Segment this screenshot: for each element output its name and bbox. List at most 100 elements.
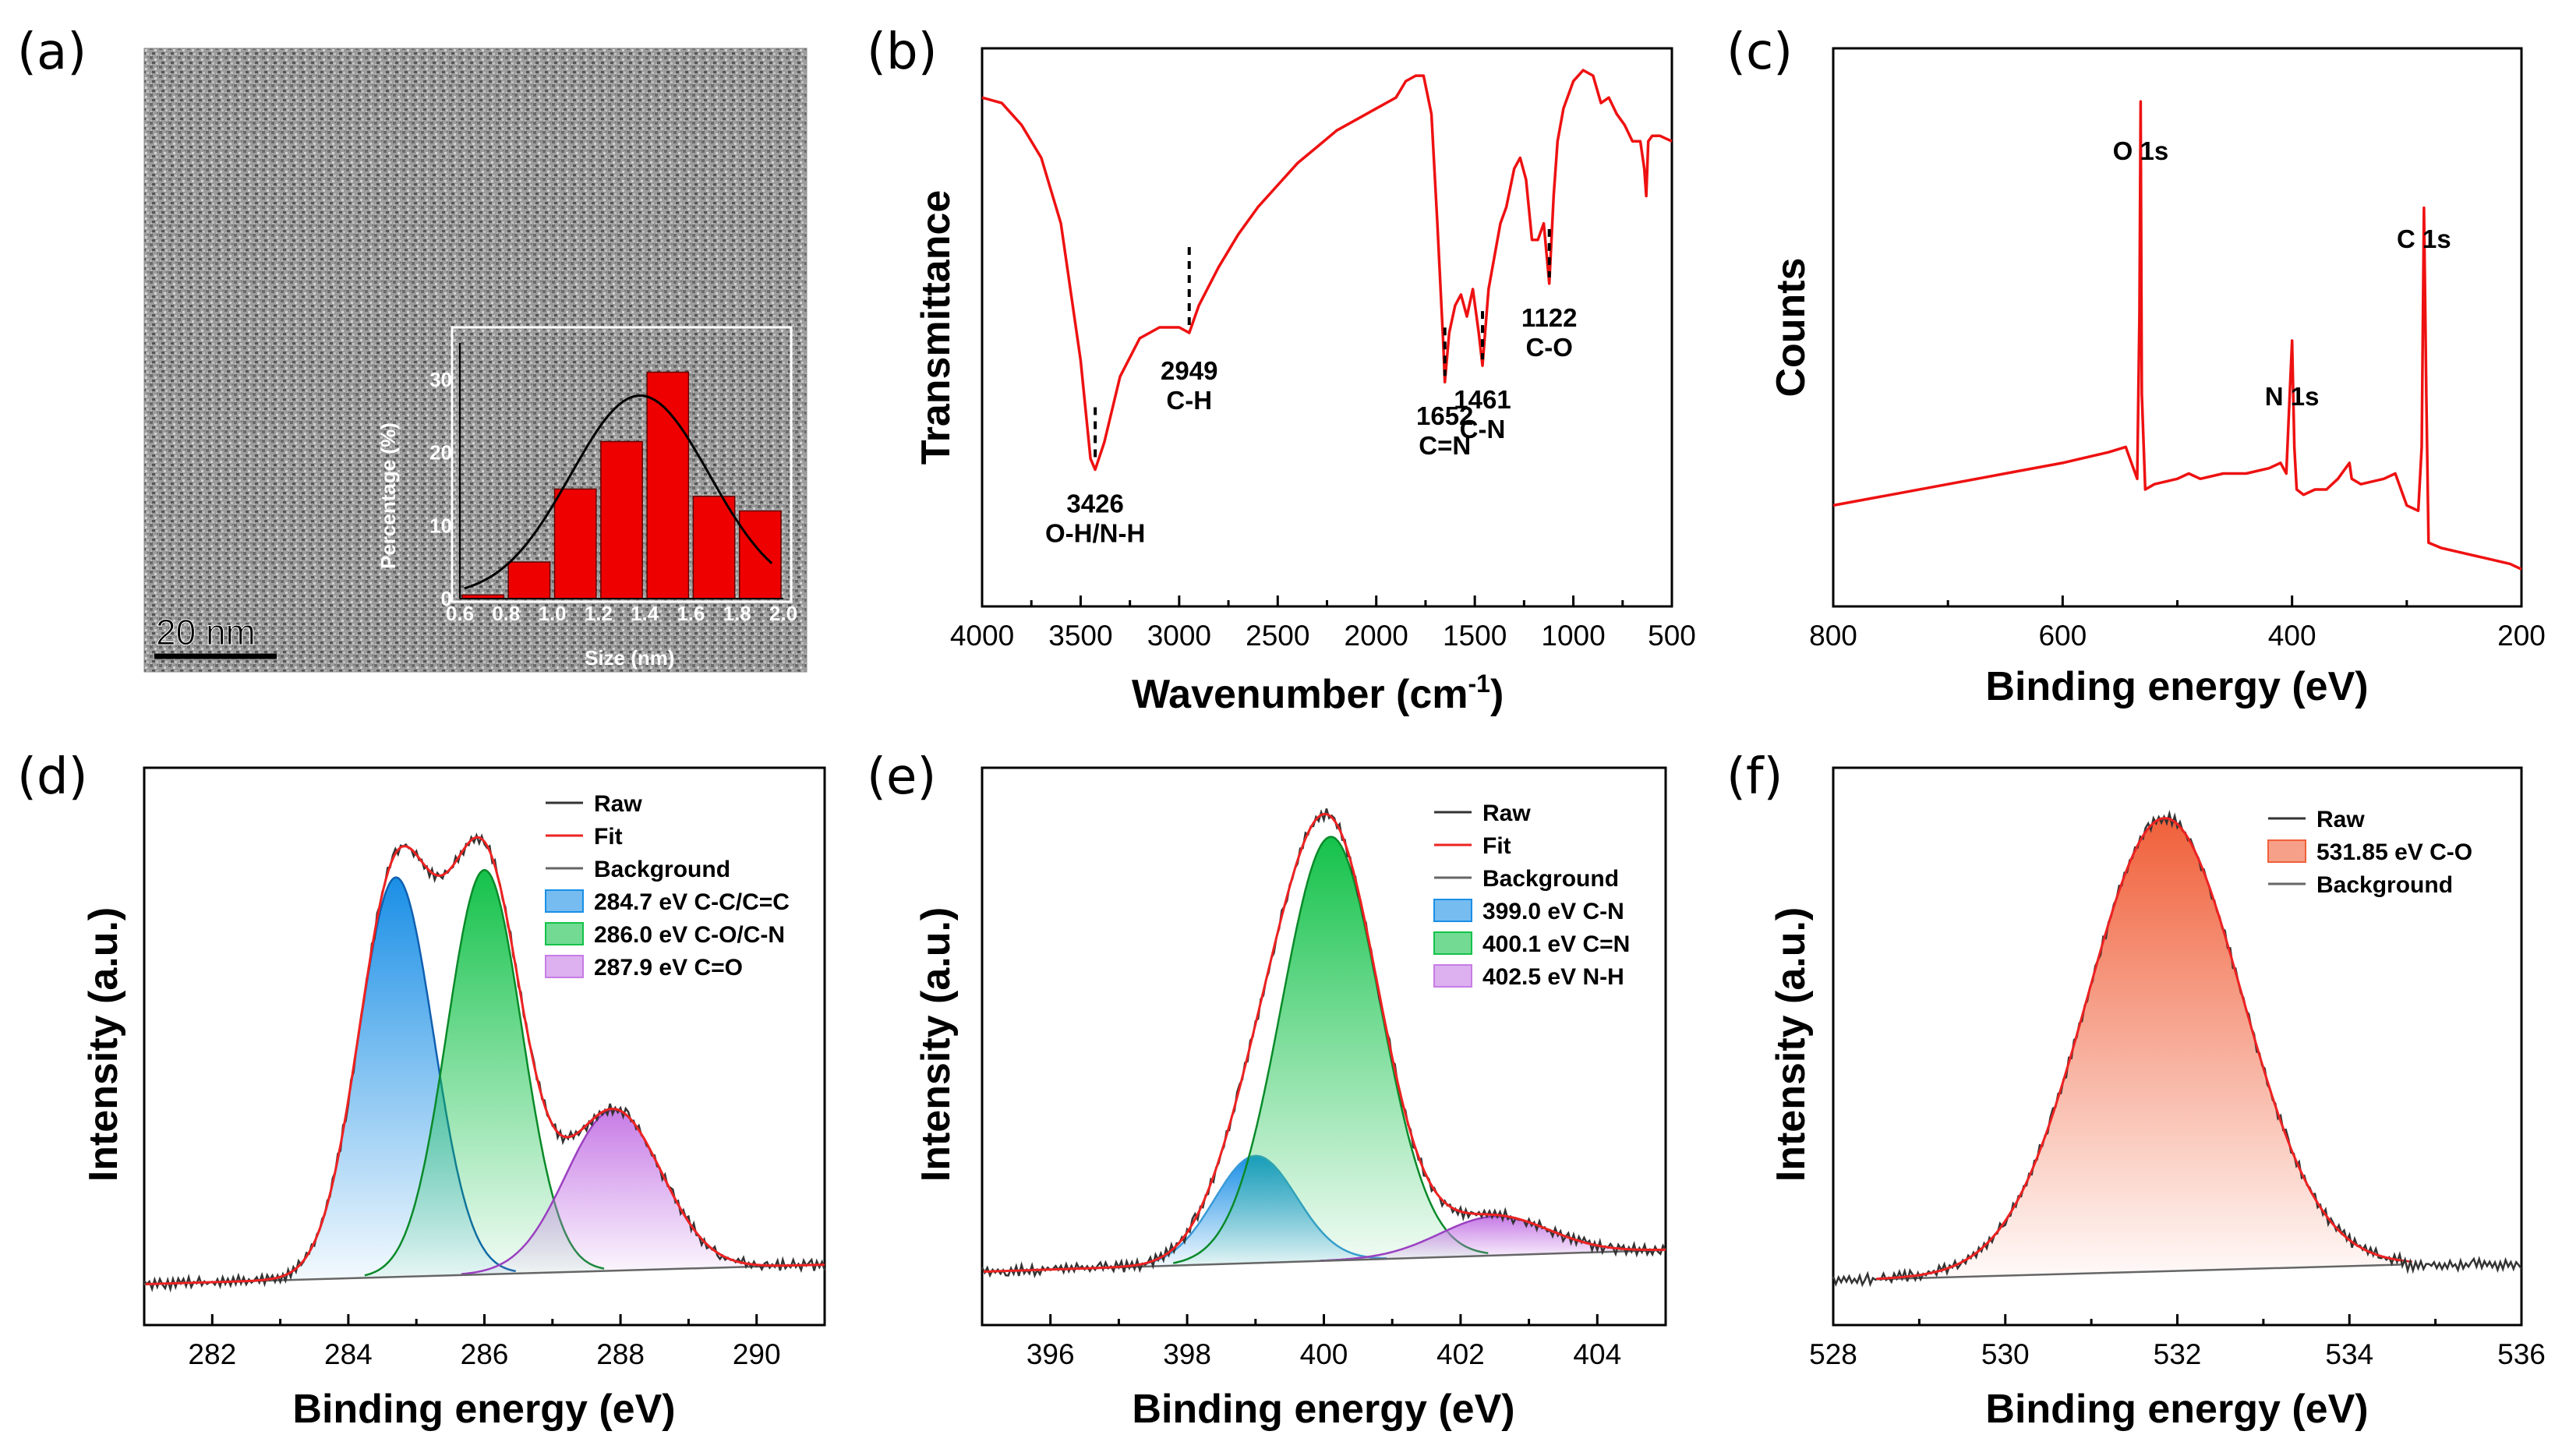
xlabel-d: Binding energy (eV): [292, 1387, 675, 1432]
x-tick-label-f: 528: [1809, 1338, 1857, 1370]
legend-swatch-fill: [545, 955, 584, 978]
raw-line: [1832, 809, 2522, 1288]
legend-label: Fit: [1482, 833, 1511, 859]
legend-swatch-fill: [545, 922, 584, 945]
peak-annotation: C-N: [1460, 415, 1506, 444]
peak-annotation: 1652: [1416, 401, 1473, 430]
inset-histogram: 0.6 0.8 1.0 1.2 1.4 1.6 1.8 2.0 0 10 20 30: [429, 343, 797, 625]
x-tick-label-d: 284: [324, 1338, 373, 1370]
x-tick-label-c: 800: [1809, 620, 1857, 652]
fit-line: [1876, 817, 2401, 1281]
ylabel-e: Intensity (a.u.): [913, 907, 959, 1182]
peak-annotation: 1122: [1521, 303, 1578, 332]
component-fill-1: [364, 870, 605, 1278]
panel-c: (c) 800 600 400 200 Counts Binding energy (…: [1726, 23, 2546, 709]
peak-annotation: C-O: [1525, 333, 1573, 362]
x-tick-label-b: 2000: [1345, 620, 1408, 652]
ylabel-d: Intensity (a.u.): [81, 907, 126, 1182]
legend-label: Raw: [1482, 800, 1531, 826]
plot-frame-c: [1832, 47, 2523, 608]
panel-label-b: (b): [867, 23, 938, 81]
xlabel-e: Binding energy (eV): [1132, 1387, 1514, 1432]
x-tick-label-b: 1000: [1541, 620, 1605, 652]
inset-x-tick-label: 1.0: [538, 602, 566, 625]
x-tick-label-f: 530: [1981, 1338, 2030, 1370]
histogram-bar: [507, 561, 551, 599]
inset-y-tick-label: 0: [441, 587, 452, 610]
ylabel-c: Counts: [1769, 257, 1814, 397]
inset-x-tick-label: 1.4: [631, 602, 659, 625]
background-line: [1876, 1263, 2401, 1281]
histogram-bar: [553, 488, 597, 599]
inset-ylabel: Percentage (%): [376, 422, 400, 569]
panel-a: (a) 20 nm 0.6 0.8 1.0 1.2 1.4 1.6 1.8 2.0 0 10 20 3…: [17, 23, 807, 673]
x-tick-label-f: 532: [2154, 1338, 2202, 1370]
x-tick-label-e: 402: [1436, 1338, 1485, 1370]
fit-line: [145, 836, 825, 1285]
legend-swatch-fill: [545, 889, 584, 913]
x-tick-label-b: 4000: [950, 620, 1014, 652]
peak-annotation: 2949: [1161, 356, 1217, 385]
peak-annotation: 1461: [1454, 385, 1511, 414]
inset-frame: [451, 326, 793, 603]
xlabel-b: Wavenumber (cm-1): [1132, 670, 1504, 717]
inset-y-tick-label: 30: [429, 368, 452, 391]
x-tick-label-b: 2500: [1246, 620, 1309, 652]
component-fill-2: [461, 1110, 766, 1275]
spectrum-line-b: [981, 69, 1673, 472]
legend-label: Background: [594, 857, 730, 882]
x-tick-label-f: 534: [2325, 1338, 2373, 1370]
peak-annotation: O-H/N-H: [1045, 519, 1145, 548]
legend-label: Raw: [2316, 807, 2365, 832]
component-fill-0: [1917, 818, 2412, 1278]
peak-annotation: C-H: [1166, 386, 1212, 415]
legend-label: 284.7 eV C-C/C=C: [594, 889, 790, 915]
inset-y-tick-label: 10: [429, 514, 452, 537]
legend-label: 400.1 eV C=N: [1482, 931, 1630, 957]
panel-f: (f) 528 530 532 534 536 Intensity (a.u.) Bin…: [1726, 748, 2546, 1432]
inset-x-tick-label: 0.8: [492, 602, 520, 625]
x-tick-label-b: 3000: [1147, 620, 1211, 652]
peak-annotation: C=N: [1419, 431, 1471, 460]
panel-label-a: (a): [17, 23, 87, 81]
legend-label: 286.0 eV C-O/C-N: [594, 922, 785, 948]
x-tick-label-f: 536: [2497, 1338, 2546, 1370]
panel-label-f: (f): [1726, 748, 1783, 806]
histogram-bar: [738, 510, 782, 599]
x-tick-label-e: 404: [1573, 1338, 1621, 1370]
legend-swatch-fill: [1433, 964, 1472, 988]
inset-x-tick-label: 1.8: [723, 602, 751, 625]
legend-swatch-fill: [1433, 931, 1472, 955]
legend-label: 402.5 eV N-H: [1482, 964, 1624, 990]
legend-swatch-fill: [1433, 899, 1472, 922]
inset-x-tick-label: 1.6: [677, 602, 705, 625]
panel-e: (e) 396 398 400 402 404 Intensity (a.u.) Bin…: [867, 748, 1667, 1432]
legend-label: 399.0 eV C-N: [1482, 899, 1624, 924]
panel-d: (d) 282 284 286 288 290 Intensity (a.u.) Bin…: [17, 748, 826, 1432]
component-fill-2: [1320, 1216, 1665, 1261]
gaussian-fit-curve: [464, 394, 773, 590]
x-tick-label-b: 500: [1648, 620, 1696, 652]
peak-label: O 1s: [2113, 136, 2169, 165]
component-fill-1: [1173, 836, 1489, 1266]
panel-b: (b) 4000 3500 3000 2500 2000 1500 1000 500 Tran…: [867, 23, 1696, 717]
histogram-bar: [646, 371, 690, 599]
xlabel-f: Binding energy (eV): [1985, 1387, 2368, 1432]
histogram-bar: [692, 496, 736, 599]
panel-label-e: (e): [867, 748, 936, 806]
inset-xlabel: Size (nm): [585, 646, 675, 670]
ylabel-b: Transmittance: [913, 190, 959, 465]
x-tick-label-c: 200: [2497, 620, 2546, 652]
peak-label: N 1s: [2265, 382, 2320, 411]
x-tick-label-c: 400: [2268, 620, 2316, 652]
legend-label: Raw: [594, 791, 642, 817]
x-tick-label-d: 286: [461, 1338, 509, 1370]
inset-x-tick-label: 1.2: [585, 602, 613, 625]
x-tick-label-c: 600: [2038, 620, 2087, 652]
x-tick-label-d: 290: [733, 1338, 781, 1370]
legend-swatch-fill: [2267, 839, 2306, 863]
inset-x-tick-label: 0.6: [446, 602, 474, 625]
x-tick-label-d: 282: [188, 1338, 236, 1370]
inset-x-tick-label: 2.0: [769, 602, 797, 625]
